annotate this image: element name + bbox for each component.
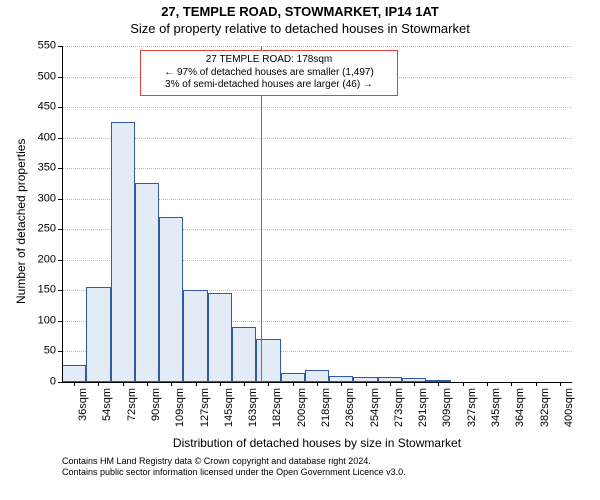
y-tick-label: 100 — [38, 315, 56, 326]
x-tick-label: 382sqm — [540, 388, 551, 427]
gridline — [62, 107, 572, 108]
histogram-bar — [232, 327, 256, 382]
chart-subtitle: Size of property relative to detached ho… — [0, 21, 600, 38]
chart-titles: 27, TEMPLE ROAD, STOWMARKET, IP14 1AT Si… — [0, 4, 600, 38]
histogram-bar — [281, 373, 305, 382]
y-tick-label: 550 — [38, 41, 56, 52]
gridline — [62, 168, 572, 169]
x-tick-label: 200sqm — [297, 388, 308, 427]
x-tick-label: 90sqm — [151, 388, 162, 421]
x-tick-label: 273sqm — [394, 388, 405, 427]
x-tick-label: 254sqm — [370, 388, 381, 427]
y-tick-label: 500 — [38, 71, 56, 82]
x-tick-label: 72sqm — [127, 388, 138, 421]
x-axis-line — [62, 382, 572, 383]
y-tick-label: 250 — [38, 224, 56, 235]
annotation-line-3: 3% of semi-detached houses are larger (4… — [147, 79, 391, 92]
plot-area — [62, 46, 572, 382]
gridline — [62, 138, 572, 139]
footer-attribution: Contains HM Land Registry data © Crown c… — [62, 456, 406, 479]
y-axis-line — [62, 46, 63, 382]
histogram-bar — [86, 287, 110, 382]
annotation-box: 27 TEMPLE ROAD: 178sqm ← 97% of detached… — [140, 50, 398, 96]
x-tick-label: 291sqm — [418, 388, 429, 427]
gridline — [62, 46, 572, 47]
x-tick-label: 36sqm — [78, 388, 89, 421]
x-tick-label: 127sqm — [200, 388, 211, 427]
reference-line — [261, 46, 262, 382]
footer-line-1: Contains HM Land Registry data © Crown c… — [62, 456, 406, 467]
x-tick-label: 236sqm — [345, 388, 356, 427]
y-tick-label: 300 — [38, 193, 56, 204]
y-tick-label: 0 — [50, 377, 56, 388]
x-tick-label: 54sqm — [102, 388, 113, 421]
annotation-line-2: ← 97% of detached houses are smaller (1,… — [147, 67, 391, 80]
y-tick-label: 200 — [38, 254, 56, 265]
y-tick-label: 150 — [38, 285, 56, 296]
histogram-bar — [183, 290, 207, 382]
histogram-bar — [111, 122, 135, 382]
histogram-bar — [62, 365, 86, 382]
x-tick-label: 327sqm — [467, 388, 478, 427]
histogram-bar — [159, 217, 183, 382]
x-tick-label: 182sqm — [272, 388, 283, 427]
x-tick-label: 218sqm — [321, 388, 332, 427]
x-tick-label: 400sqm — [564, 388, 575, 427]
x-tick-label: 145sqm — [224, 388, 235, 427]
y-tick-label: 350 — [38, 163, 56, 174]
x-tick-label: 109sqm — [175, 388, 186, 427]
footer-line-2: Contains public sector information licen… — [62, 467, 406, 478]
histogram-bar — [135, 183, 159, 382]
x-tick-label: 309sqm — [442, 388, 453, 427]
x-tick-label: 345sqm — [491, 388, 502, 427]
property-histogram-chart: 27, TEMPLE ROAD, STOWMARKET, IP14 1AT Si… — [0, 0, 600, 500]
histogram-bar — [208, 293, 232, 382]
y-axis-label: Number of detached properties — [14, 139, 28, 304]
y-tick-label: 450 — [38, 102, 56, 113]
chart-title: 27, TEMPLE ROAD, STOWMARKET, IP14 1AT — [0, 4, 600, 21]
y-tick-label: 50 — [44, 346, 56, 357]
histogram-bar — [305, 370, 329, 382]
annotation-line-1: 27 TEMPLE ROAD: 178sqm — [147, 54, 391, 67]
x-tick-label: 163sqm — [248, 388, 259, 427]
y-tick-label: 400 — [38, 132, 56, 143]
x-tick-label: 364sqm — [515, 388, 526, 427]
x-axis-label: Distribution of detached houses by size … — [62, 436, 572, 450]
